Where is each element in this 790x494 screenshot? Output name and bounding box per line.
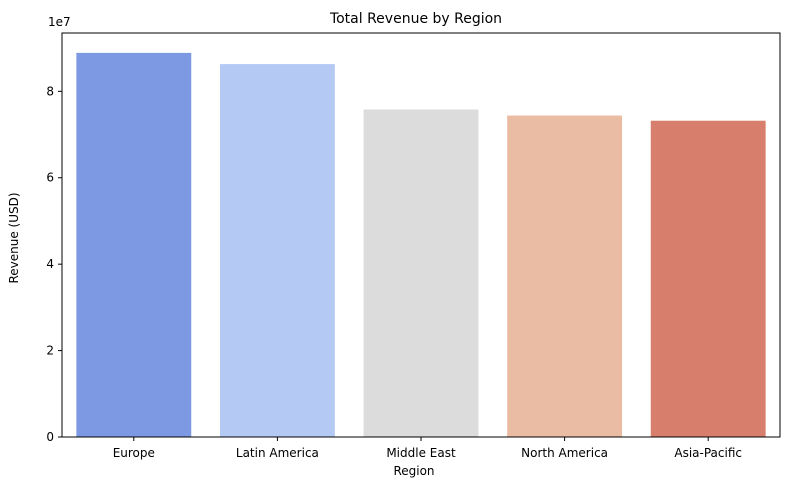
ticks-layer: Europe Latin America Middle East North Amer… <box>46 84 742 460</box>
bars-layer <box>76 52 766 438</box>
bar-latin-america <box>219 64 335 437</box>
x-tick-label: Asia-Pacific <box>674 446 742 460</box>
x-axis-title: Region <box>393 464 434 478</box>
bar-europe <box>76 52 192 437</box>
x-tick-label: Latin America <box>236 446 319 460</box>
y-tick-label: 6 <box>46 171 54 185</box>
y-tick-label: 2 <box>46 344 54 358</box>
chart-title: Total Revenue by Region <box>329 11 502 27</box>
bar-north-america <box>507 115 623 437</box>
y-axis-offset-label: 1e7 <box>48 15 71 29</box>
y-tick-label: 4 <box>46 257 54 271</box>
bar-middle-east <box>363 109 479 438</box>
x-tick-label: North America <box>521 446 608 460</box>
y-axis-title: Revenue (USD) <box>7 192 21 283</box>
bar-asia-pacific <box>650 120 766 437</box>
x-tick-label: Europe <box>113 446 155 460</box>
y-tick-label: 8 <box>46 84 54 98</box>
x-tick-label: Middle East <box>386 446 456 460</box>
y-tick-label: 0 <box>46 430 54 444</box>
